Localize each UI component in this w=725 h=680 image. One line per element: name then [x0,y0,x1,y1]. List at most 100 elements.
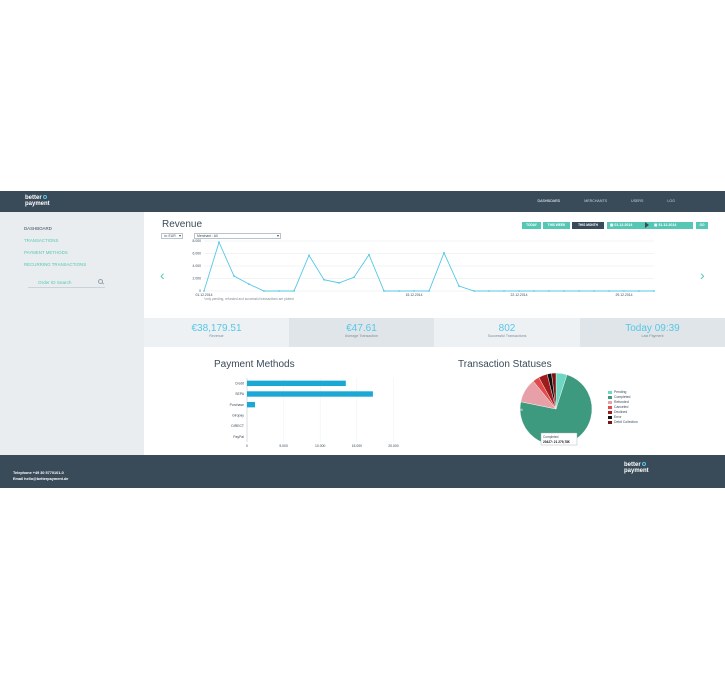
logo-line1: better [25,195,42,201]
stat-successful-label: Successful Transactions [487,334,527,338]
sidebar-item-recurring-transactions[interactable]: RECURRING TRANSACTIONS [24,262,87,267]
legend-swatch [608,391,612,394]
revenue-point [323,278,325,281]
category-label: SEPA [235,392,245,396]
legend-swatch [608,421,612,424]
payment-methods-title: Payment Methods [214,359,295,370]
tooltip-title: Completed [543,435,559,439]
merchant-select-value: Merchant : All [197,234,218,238]
chart-footnote: *only pending, refunded and successful t… [204,297,294,301]
footer: Telephone +49 30 5770101-0 Email hello@b… [0,455,725,488]
revenue-point [548,290,550,292]
nav-dashboard[interactable]: DASHBOARD [537,199,561,203]
this-month-button[interactable]: THIS MONTH [572,222,604,229]
revenue-point [503,290,505,292]
legend-label: Completed [614,395,631,399]
revenue-point [623,290,625,292]
stat-revenue-label: Revenue [209,334,224,338]
stat-revenue-value: €38,179.51 [191,323,242,334]
x-tick-label: 0 [246,444,248,448]
stat-successful-value: 802 [498,323,516,334]
legend-item[interactable]: Completed [608,395,638,400]
legend-item[interactable]: Refunded [608,400,638,405]
date-range-picker[interactable]: ▣ 01.12.2014 ▣ 31.12.2014 [607,222,693,229]
pie-slice [551,372,557,410]
revenue-point [203,290,205,292]
calendar-icon: ▣ [610,223,614,227]
tooltip-value: 20427: 21 279,78€ [543,440,570,444]
x-tick-label: 20.000 [388,444,398,448]
currency-select-value: in: EUR [164,234,176,238]
category-label: Giropay [232,414,244,418]
revenue-point [428,290,430,292]
logo-line2: payment [25,201,50,207]
x-tick-label: 01.12.2014 [196,293,213,297]
revenue-point [593,290,595,292]
revenue-point [473,290,475,292]
date-to[interactable]: ▣ 31.12.2014 [654,222,676,229]
legend-label: Debit Collection [614,420,638,424]
today-button[interactable]: TODAY [522,222,541,229]
legend-item[interactable]: Debit Collection [608,420,638,425]
legend-item[interactable]: Canceled [608,405,638,410]
legend-item[interactable]: Error [608,415,638,420]
legend-item[interactable]: Pending [608,390,638,395]
x-tick-label: 29.12.2014 [616,293,633,297]
calendar-icon: ▣ [654,223,658,227]
main-content: Revenue in: EUR Merchant : All TODAY THI… [144,212,725,455]
date-to-value: 31.12.2014 [658,223,677,227]
search-icon[interactable] [98,279,103,284]
revenue-point [218,241,220,244]
stat-last-payment-value: Today 09:39 [625,323,680,334]
revenue-point [533,290,535,292]
bar [247,391,373,397]
legend-swatch [608,401,612,404]
stat-average-value: €47.61 [346,323,377,334]
legend-swatch [608,406,612,409]
footer-telephone: Telephone +49 30 5770101-0 [13,471,64,475]
chart-next-arrow-icon[interactable]: › [700,267,705,283]
go-button[interactable]: GO [696,222,708,229]
footer-email[interactable]: Email hello@betterpayment.de [13,477,69,481]
x-tick-label: 5.000 [279,444,288,448]
this-week-button[interactable]: THIS WEEK [543,222,570,229]
nav-log[interactable]: LOG [667,199,675,203]
legend-label: Canceled [614,405,629,409]
logo[interactable]: better payment [25,195,50,207]
date-from[interactable]: ▣ 01.12.2014 [610,222,632,229]
nav-merchants[interactable]: MERCHANTS [584,199,608,203]
sidebar-item-transactions[interactable]: TRANSACTIONS [24,238,59,243]
chart-prev-arrow-icon[interactable]: ‹ [160,267,165,283]
logo-mark-icon [42,195,47,199]
date-from-value: 01.12.2014 [614,223,633,227]
nav-users[interactable]: USERS [631,199,644,203]
bar [247,380,346,387]
transaction-statuses-title: Transaction Statuses [458,359,552,370]
revenue-point [413,290,415,292]
stat-last-payment-label: Last Payment [641,334,664,338]
category-label: Credit [235,382,244,386]
y-tick-label: 6.000 [193,252,202,256]
stat-average-transaction: €47.61 Average Transaction [289,318,434,347]
chevron-down-icon [277,235,279,237]
logo-mark-icon [641,462,646,466]
merchant-select[interactable]: Merchant : All [194,233,281,239]
arrow-separator-icon [645,222,649,228]
revenue-point [563,290,565,292]
y-tick-label: 4.000 [193,264,202,268]
stat-revenue: €38,179.51 Revenue [144,318,289,347]
footer-logo-line2: payment [624,468,649,474]
revenue-point [443,251,445,254]
revenue-point [338,281,340,284]
revenue-point [248,283,250,286]
legend-item[interactable]: Declined [608,410,638,415]
revenue-point [383,290,385,292]
sidebar-item-payment-methods[interactable]: PAYMENT METHODS [24,250,68,255]
category-label: Purchase [230,403,244,407]
sidebar-item-dashboard[interactable]: DASHBOARD [24,226,52,231]
chevron-down-icon [179,235,181,237]
x-tick-label: 15.000 [352,444,362,448]
order-id-search-input[interactable]: Order ID Search [28,278,105,288]
currency-select[interactable]: in: EUR [161,233,183,239]
